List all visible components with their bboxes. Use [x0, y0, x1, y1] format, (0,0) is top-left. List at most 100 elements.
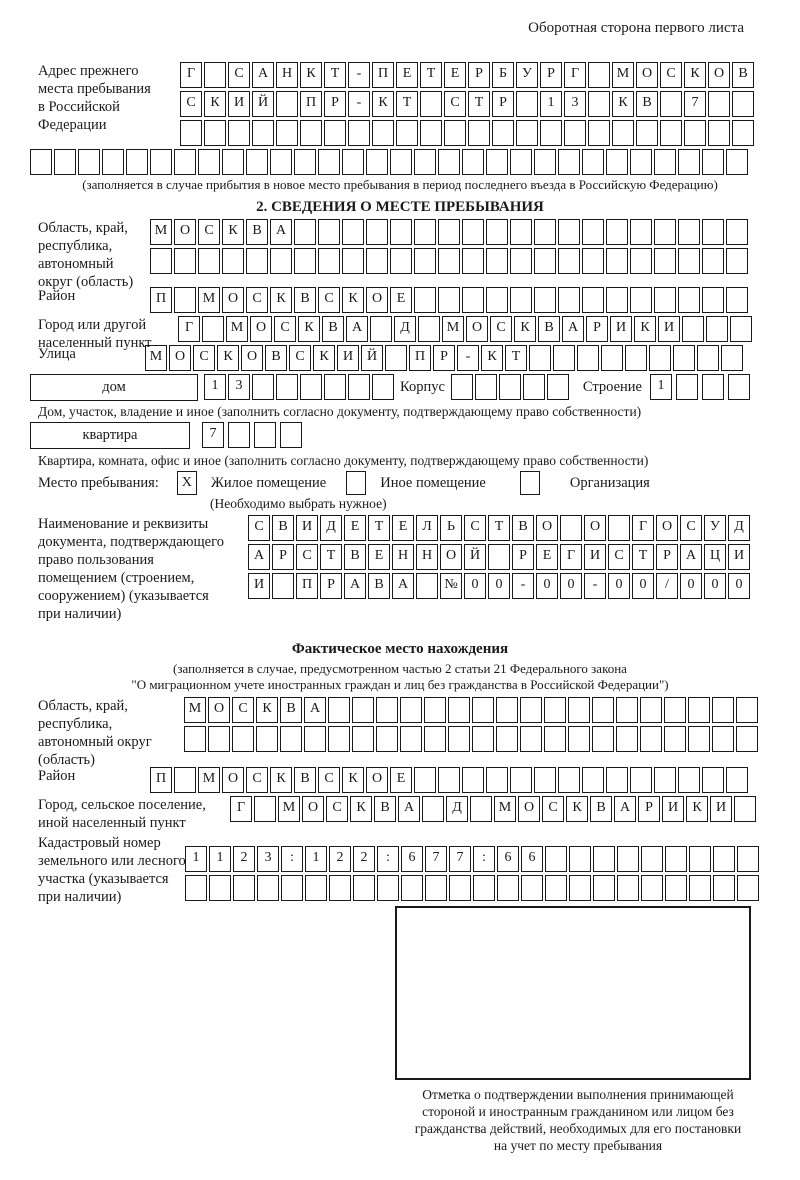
char-cell[interactable]: 0: [560, 573, 582, 599]
char-cell[interactable]: К: [634, 316, 656, 342]
char-cell[interactable]: [702, 219, 724, 245]
char-cell[interactable]: [318, 248, 340, 274]
char-cell[interactable]: [174, 149, 196, 175]
char-cell[interactable]: [468, 120, 490, 146]
char-cell[interactable]: [520, 726, 542, 752]
char-cell[interactable]: 1: [204, 374, 226, 400]
char-cell[interactable]: А: [680, 544, 702, 570]
char-cell[interactable]: [318, 219, 340, 245]
char-cell[interactable]: В: [538, 316, 560, 342]
char-cell[interactable]: [689, 846, 711, 872]
char-cell[interactable]: [348, 120, 370, 146]
char-cell[interactable]: О: [302, 796, 324, 822]
char-cell[interactable]: 3: [228, 374, 250, 400]
char-cell[interactable]: №: [440, 573, 462, 599]
char-cell[interactable]: С: [274, 316, 296, 342]
char-cell[interactable]: [377, 875, 399, 901]
char-cell[interactable]: [102, 149, 124, 175]
char-cell[interactable]: В: [344, 544, 366, 570]
char-cell[interactable]: В: [368, 573, 390, 599]
char-cell[interactable]: [560, 515, 582, 541]
char-cell[interactable]: [352, 726, 374, 752]
char-cell[interactable]: Г: [560, 544, 582, 570]
char-cell[interactable]: [486, 767, 508, 793]
char-cell[interactable]: [625, 345, 647, 371]
char-cell[interactable]: Е: [444, 62, 466, 88]
char-cell[interactable]: -: [348, 91, 370, 117]
char-cell[interactable]: О: [174, 219, 196, 245]
char-cell[interactable]: [270, 248, 292, 274]
char-cell[interactable]: [497, 875, 519, 901]
char-cell[interactable]: [370, 316, 392, 342]
char-cell[interactable]: Р: [433, 345, 455, 371]
char-cell[interactable]: [522, 374, 545, 400]
char-cell[interactable]: [630, 149, 652, 175]
char-cell[interactable]: [348, 374, 370, 400]
char-cell[interactable]: [630, 287, 652, 313]
char-cell[interactable]: [202, 316, 224, 342]
char-cell[interactable]: [488, 544, 510, 570]
char-cell[interactable]: Р: [468, 62, 490, 88]
char-cell[interactable]: [688, 726, 710, 752]
char-cell[interactable]: [582, 219, 604, 245]
char-cell[interactable]: [569, 846, 591, 872]
char-cell[interactable]: [654, 248, 676, 274]
char-cell[interactable]: С: [246, 287, 268, 313]
checkbox-residential[interactable]: X: [176, 471, 197, 495]
char-cell[interactable]: [601, 345, 623, 371]
char-cell[interactable]: Р: [324, 91, 346, 117]
char-cell[interactable]: [318, 149, 340, 175]
char-cell[interactable]: В: [246, 219, 268, 245]
char-cell[interactable]: К: [514, 316, 536, 342]
char-cell[interactable]: :: [377, 846, 399, 872]
char-cell[interactable]: С: [680, 515, 702, 541]
char-cell[interactable]: [730, 316, 752, 342]
char-cell[interactable]: [252, 120, 274, 146]
char-cell[interactable]: [582, 149, 604, 175]
char-cell[interactable]: [678, 248, 700, 274]
char-cell[interactable]: [593, 846, 615, 872]
char-cell[interactable]: А: [562, 316, 584, 342]
char-cell[interactable]: [630, 248, 652, 274]
char-cell[interactable]: [425, 875, 447, 901]
char-cell[interactable]: О: [250, 316, 272, 342]
char-cell[interactable]: 2: [233, 846, 255, 872]
char-cell[interactable]: [737, 846, 759, 872]
char-cell[interactable]: С: [444, 91, 466, 117]
char-cell[interactable]: П: [150, 287, 172, 313]
char-cell[interactable]: С: [318, 767, 340, 793]
char-cell[interactable]: [654, 767, 676, 793]
char-cell[interactable]: [664, 697, 686, 723]
char-cell[interactable]: [294, 149, 316, 175]
char-cell[interactable]: 6: [401, 846, 423, 872]
char-cell[interactable]: [726, 287, 748, 313]
char-cell[interactable]: К: [481, 345, 503, 371]
char-cell[interactable]: [630, 767, 652, 793]
char-cell[interactable]: А: [344, 573, 366, 599]
char-cell[interactable]: [78, 149, 100, 175]
char-cell[interactable]: 1: [540, 91, 562, 117]
char-cell[interactable]: [534, 767, 556, 793]
char-cell[interactable]: [324, 120, 346, 146]
char-cell[interactable]: [516, 120, 538, 146]
char-cell[interactable]: В: [272, 515, 294, 541]
char-cell[interactable]: И: [296, 515, 318, 541]
char-cell[interactable]: В: [512, 515, 534, 541]
char-cell[interactable]: Т: [396, 91, 418, 117]
char-cell[interactable]: [521, 875, 543, 901]
char-cell[interactable]: [734, 796, 756, 822]
char-cell[interactable]: [228, 422, 250, 448]
char-cell[interactable]: О: [222, 287, 244, 313]
char-cell[interactable]: [304, 726, 326, 752]
char-cell[interactable]: [606, 248, 628, 274]
char-cell[interactable]: Т: [468, 91, 490, 117]
char-cell[interactable]: Р: [638, 796, 660, 822]
char-cell[interactable]: 2: [329, 846, 351, 872]
char-cell[interactable]: [438, 149, 460, 175]
char-cell[interactable]: Й: [252, 91, 274, 117]
char-cell[interactable]: К: [217, 345, 239, 371]
char-cell[interactable]: Д: [728, 515, 750, 541]
char-cell[interactable]: [401, 875, 423, 901]
char-cell[interactable]: [713, 846, 735, 872]
char-cell[interactable]: Ц: [704, 544, 726, 570]
